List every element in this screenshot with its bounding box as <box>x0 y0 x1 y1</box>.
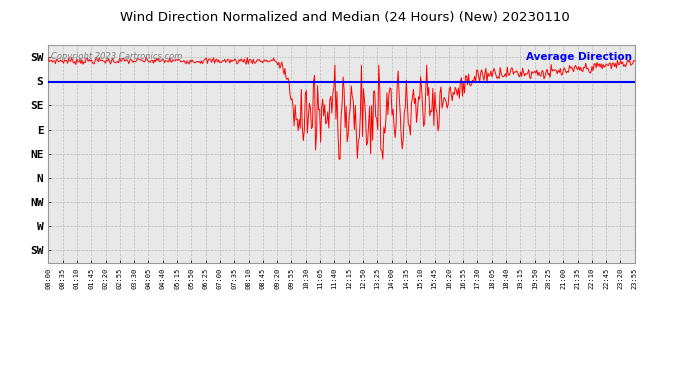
Text: Copyright 2023 Cartronics.com: Copyright 2023 Cartronics.com <box>51 51 183 60</box>
Text: Average Direction: Average Direction <box>526 51 632 62</box>
Text: Wind Direction Normalized and Median (24 Hours) (New) 20230110: Wind Direction Normalized and Median (24… <box>120 11 570 24</box>
